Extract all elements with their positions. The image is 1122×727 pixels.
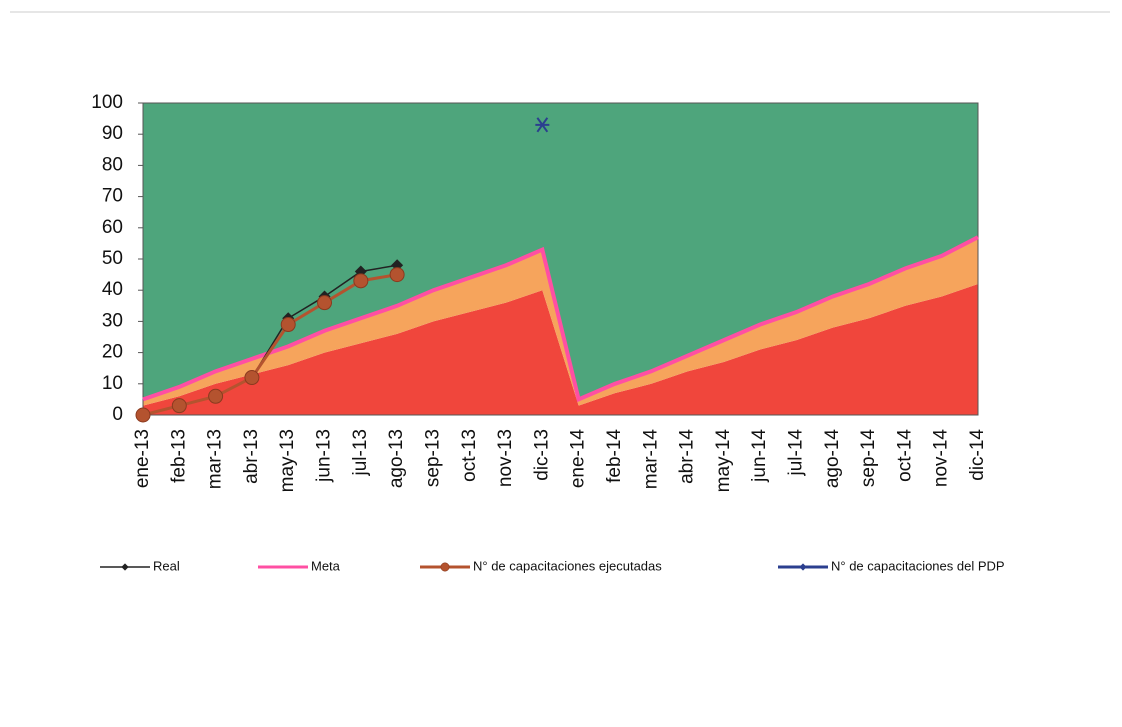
series-marker (317, 295, 333, 311)
x-tick-label: jul-14 (785, 429, 806, 477)
x-tick-label: dic-14 (967, 429, 988, 481)
series-marker (280, 317, 296, 333)
series-marker (535, 117, 550, 133)
x-tick-label: nov-14 (931, 429, 952, 488)
x-tick-label: may-14 (713, 429, 734, 493)
x-tick-label: dic-13 (531, 429, 552, 481)
y-tick-label: 100 (91, 92, 123, 113)
x-tick-label: abr-14 (677, 429, 698, 484)
legend-label: N° de capacitaciones del PDP (831, 558, 1005, 573)
series-marker (135, 407, 151, 423)
series-marker (171, 398, 187, 414)
y-tick-label: 90 (102, 123, 123, 144)
legend-marker (440, 562, 450, 572)
x-tick-label: feb-13 (168, 429, 189, 483)
series-line (142, 235, 979, 403)
legend-marker (121, 563, 129, 571)
area-band (143, 237, 978, 406)
legend-label: N° de capacitaciones ejecutadas (473, 558, 662, 573)
series-marker (244, 370, 260, 386)
x-tick-label: feb-14 (604, 429, 625, 483)
x-tick-label: ago-14 (822, 429, 843, 489)
y-tick-label: 10 (102, 373, 123, 394)
series-marker (353, 273, 369, 289)
y-tick-label: 30 (102, 310, 123, 331)
x-tick-label: ene-13 (132, 429, 153, 488)
y-tick-label: 20 (102, 342, 123, 363)
x-tick-label: nov-13 (495, 429, 516, 487)
x-tick-label: ene-14 (568, 429, 589, 489)
legend-marker (799, 563, 807, 571)
x-tick-label: oct-13 (459, 429, 480, 482)
x-tick-label: oct-14 (894, 429, 915, 482)
legend-label: Real (153, 558, 180, 573)
y-tick-label: 50 (102, 248, 123, 269)
series-marker (208, 388, 224, 404)
x-tick-label: may-13 (277, 429, 298, 492)
y-tick-label: 40 (102, 279, 123, 300)
x-tick-label: mar-14 (640, 429, 661, 490)
y-tick-label: 0 (112, 404, 123, 425)
x-tick-label: ago-13 (386, 429, 407, 488)
x-tick-label: sep-14 (858, 429, 879, 488)
area-band (143, 103, 978, 400)
legend-label: Meta (311, 558, 341, 573)
x-tick-label: jul-13 (350, 429, 371, 476)
y-tick-label: 70 (102, 186, 123, 207)
x-tick-label: jun-14 (749, 429, 770, 483)
x-tick-label: mar-13 (205, 429, 226, 489)
y-tick-label: 60 (102, 217, 123, 238)
x-tick-label: abr-13 (241, 429, 262, 484)
x-tick-label: jun-13 (314, 429, 335, 483)
x-tick-label: sep-13 (422, 429, 443, 487)
series-marker (389, 267, 405, 283)
y-tick-label: 80 (102, 154, 123, 175)
area-band (143, 283, 978, 415)
